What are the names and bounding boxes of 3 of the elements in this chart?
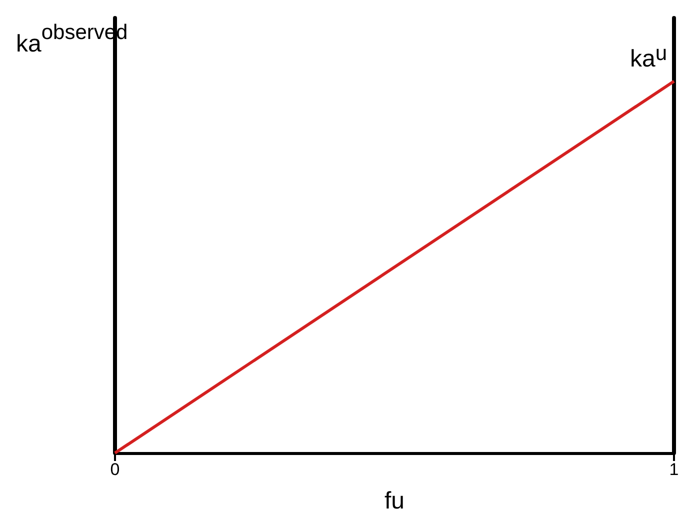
x-axis-title: fu <box>384 488 405 514</box>
x-tick-label: 0 <box>110 460 120 479</box>
x-tick-label: 1 <box>669 460 679 479</box>
